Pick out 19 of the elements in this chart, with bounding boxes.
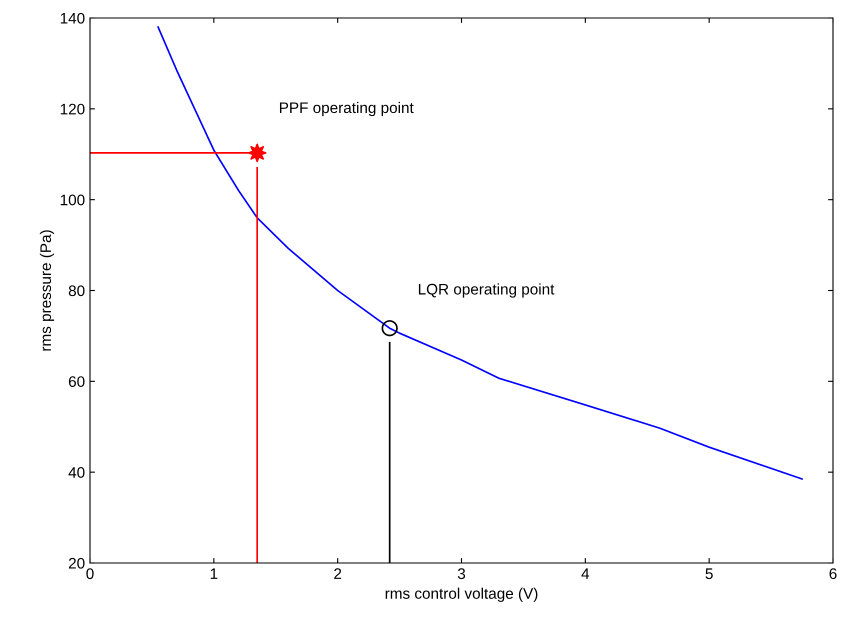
x-tick-label: 3	[458, 568, 466, 580]
x-tick-label: 2	[334, 568, 342, 579]
x-tick-label: 6	[830, 568, 837, 580]
annotation: PPF operating point	[280, 102, 414, 116]
line-series	[157, 26, 803, 480]
y-tick-label: 60	[68, 376, 85, 388]
y-axis-title: rms pressure (Pa)	[40, 230, 54, 351]
x-tick-label: 4	[581, 568, 590, 579]
y-tick-label: 40	[68, 467, 85, 478]
y-tick-label: 140	[60, 12, 85, 24]
x-axis-title: rms control voltage (V)	[386, 588, 538, 602]
x-tick-label: 0	[86, 568, 94, 580]
y-tick-label: 20	[68, 558, 85, 569]
x-tick-label: 1	[210, 568, 218, 579]
x-tick-label: 5	[706, 568, 713, 580]
y-tick-label: 100	[60, 194, 85, 206]
y-tick-label: 120	[60, 104, 85, 115]
annotation: LQR operating point	[418, 283, 554, 298]
y-tick-label: 80	[68, 285, 85, 296]
